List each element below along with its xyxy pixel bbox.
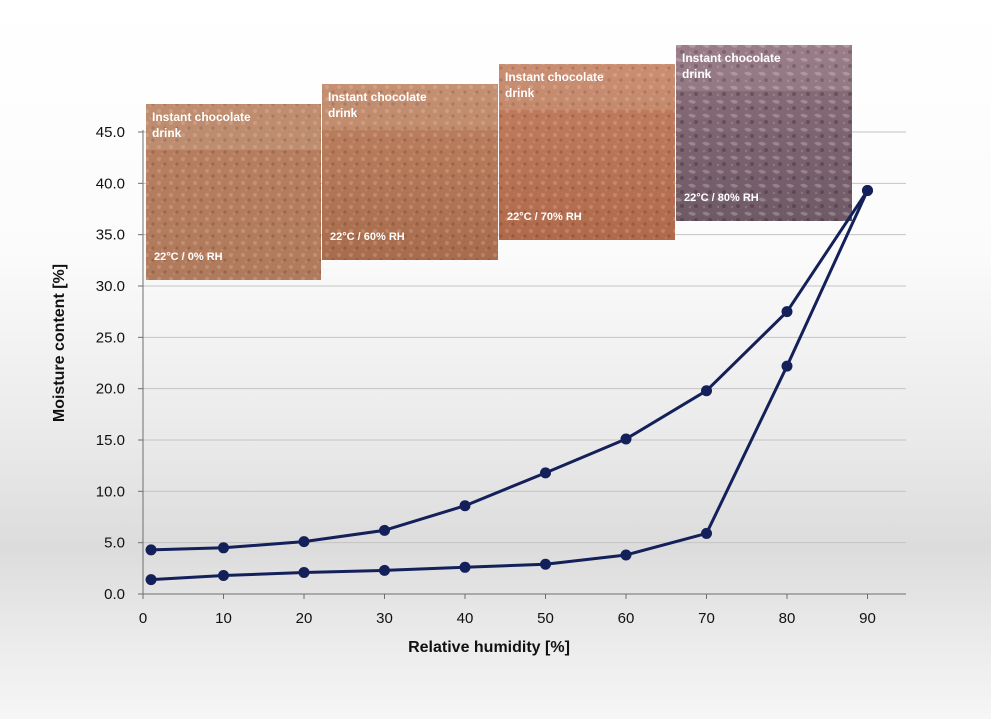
y-tick-label-10: 10.0 bbox=[96, 483, 125, 500]
photo-caption-band bbox=[499, 64, 675, 110]
photo-caption-band bbox=[322, 84, 498, 130]
photo-caption-line2: drink bbox=[328, 106, 358, 120]
data-point-adsorption-70 bbox=[701, 527, 712, 539]
series-line-adsorption bbox=[150, 189, 869, 582]
series-adsorption bbox=[145, 185, 873, 586]
data-point-adsorption-1 bbox=[145, 574, 157, 586]
data-point-desorption-40 bbox=[459, 500, 471, 512]
x-tick-label-70: 70 bbox=[698, 610, 715, 627]
x-tick-label-80: 80 bbox=[779, 610, 796, 627]
photo-condition-label: 22°C / 80% RH bbox=[684, 192, 759, 204]
data-point-desorption-50 bbox=[540, 467, 551, 479]
photo-condition-label: 22°C / 60% RH bbox=[330, 231, 405, 243]
photo-texture bbox=[322, 84, 498, 260]
data-series bbox=[145, 185, 873, 586]
x-tick-label-90: 90 bbox=[859, 610, 876, 627]
data-point-desorption-80 bbox=[781, 306, 793, 318]
axes bbox=[138, 130, 906, 599]
data-point-adsorption-20 bbox=[298, 566, 310, 578]
photo-caption-band bbox=[676, 45, 852, 91]
photo-caption-line1: Instant chocolate bbox=[328, 90, 427, 104]
photo-caption-line1: Instant chocolate bbox=[682, 51, 781, 65]
photo-4: Instant chocolate drink 22°C / 80% RH bbox=[676, 45, 852, 221]
photo-caption-line2: drink bbox=[682, 67, 712, 81]
y-axis-title: Moisture content [%] bbox=[51, 264, 68, 422]
data-point-adsorption-30 bbox=[379, 564, 390, 576]
y-tick-label-20: 20.0 bbox=[96, 381, 125, 398]
series-line-desorption bbox=[151, 189, 869, 552]
y-tick-label-40: 40.0 bbox=[96, 175, 125, 192]
data-point-adsorption-80 bbox=[781, 360, 793, 372]
data-point-desorption-30 bbox=[379, 524, 390, 536]
photo-caption-band bbox=[146, 104, 321, 150]
photo-condition-label: 22°C / 0% RH bbox=[154, 251, 223, 263]
photo-caption-line2: drink bbox=[505, 86, 535, 100]
data-point-desorption-60 bbox=[620, 433, 632, 445]
data-point-adsorption-60 bbox=[620, 549, 632, 561]
x-tick-label-30: 30 bbox=[376, 610, 393, 627]
data-point-adsorption-90 bbox=[862, 185, 873, 197]
data-point-adsorption-10 bbox=[218, 570, 229, 582]
x-tick-label-20: 20 bbox=[296, 610, 313, 627]
data-point-desorption-70 bbox=[701, 385, 712, 397]
photo-texture bbox=[676, 45, 852, 221]
photo-1: Instant chocolate drink 22°C / 0% RH bbox=[146, 104, 321, 280]
y-tick-label-30: 30.0 bbox=[96, 278, 125, 295]
photo-2: Instant chocolate drink 22°C / 60% RH bbox=[322, 84, 498, 260]
data-point-desorption-1 bbox=[145, 544, 157, 556]
photo-caption-line1: Instant chocolate bbox=[152, 110, 251, 124]
data-point-adsorption-50 bbox=[540, 558, 551, 570]
photo-condition-label: 22°C / 70% RH bbox=[507, 211, 582, 223]
x-axis-title: Relative humidity [%] bbox=[408, 639, 570, 656]
photo-texture bbox=[499, 64, 675, 240]
photo-texture bbox=[146, 104, 321, 280]
y-tick-label-25: 25.0 bbox=[96, 329, 125, 346]
data-point-desorption-10 bbox=[218, 542, 229, 554]
x-tick-label-40: 40 bbox=[457, 610, 474, 627]
y-tick-label-45: 45.0 bbox=[96, 124, 125, 141]
x-tick-label-10: 10 bbox=[215, 610, 232, 627]
photo-caption-line2: drink bbox=[152, 126, 182, 140]
x-tick-label-50: 50 bbox=[537, 610, 554, 627]
y-tick-label-15: 15.0 bbox=[96, 432, 125, 449]
tick-labels: 0.0 5.0 10.0 15.0 20.0 25.0 30.0 35.0 40.0 45.0 0 1… bbox=[96, 124, 876, 627]
data-point-desorption-20 bbox=[298, 536, 310, 548]
x-tick-label-60: 60 bbox=[618, 610, 635, 627]
data-point-adsorption-40 bbox=[459, 561, 471, 573]
y-tick-label-35: 35.0 bbox=[96, 227, 125, 244]
y-tick-label-0: 0.0 bbox=[104, 586, 125, 603]
x-tick-label-0: 0 bbox=[139, 610, 147, 627]
photo-caption-line1: Instant chocolate bbox=[505, 70, 604, 84]
photo-3: Instant chocolate drink 22°C / 70% RH bbox=[499, 64, 675, 240]
y-tick-label-5: 5.0 bbox=[104, 535, 125, 552]
